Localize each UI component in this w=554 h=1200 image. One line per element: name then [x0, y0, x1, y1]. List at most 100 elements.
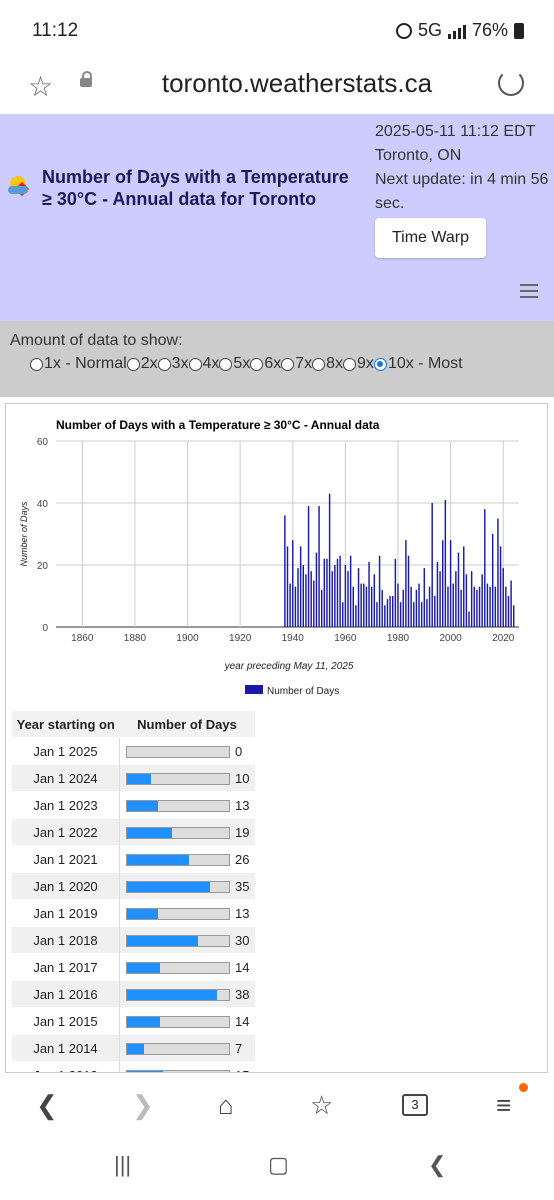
back-icon[interactable]: ❮ [36, 1090, 58, 1120]
battery-icon [514, 22, 524, 39]
x-axis-label: year preceding May 11, 2025 [224, 661, 354, 672]
bookmarks-icon[interactable]: ☆ [310, 1090, 334, 1120]
system-nav-bar: ||| ▢ ❮ [0, 1138, 554, 1200]
y-axis-label: Number of Days [19, 501, 29, 567]
battery-label: 76% [471, 20, 508, 40]
data-amount-option[interactable]: 8x [312, 355, 343, 373]
table-row: Jan 1 2021 26 [12, 845, 255, 873]
year-cell: Jan 1 2020 [12, 872, 120, 900]
tabs-icon[interactable]: 3 [402, 1094, 428, 1116]
chart-bar [434, 596, 436, 627]
column-header-days[interactable]: Number of Days [119, 711, 255, 738]
table-row: Jan 1 2024 10 [12, 764, 255, 792]
data-amount-option[interactable]: 4x [188, 355, 219, 373]
hamburger-menu-icon[interactable] [520, 284, 538, 302]
radio-label: 2x [140, 355, 158, 372]
value-bar [126, 988, 230, 1001]
chart-bar [410, 586, 412, 627]
table-row: Jan 1 2018 30 [12, 926, 255, 954]
value-bar [126, 934, 230, 947]
network-label: 5G [417, 20, 442, 40]
y-tick-label: 60 [37, 437, 49, 448]
days-cell: 13 [119, 899, 255, 927]
days-cell: 38 [119, 980, 255, 1008]
chart-bar [394, 558, 397, 627]
value-bar-fill [127, 1070, 163, 1072]
data-amount-option[interactable]: 9x [343, 355, 374, 373]
data-amount-option[interactable]: 3x [157, 355, 189, 373]
chart-bar [360, 583, 362, 627]
chart-bar [499, 546, 502, 627]
value-bar-fill [127, 854, 189, 865]
chart-bar [473, 586, 476, 627]
chart-bar [441, 540, 444, 627]
radio-button[interactable] [312, 357, 326, 371]
chart-bar [470, 571, 473, 627]
url-text[interactable]: toronto.weatherstats.ca [161, 68, 433, 98]
chart-bar [423, 568, 426, 627]
days-value: 35 [235, 879, 250, 895]
data-amount-option[interactable]: 10x - Most [373, 355, 463, 373]
recent-apps-icon[interactable]: ||| [114, 1152, 132, 1177]
value-bar-fill [127, 881, 211, 892]
chart-bar [384, 605, 386, 627]
x-tick-label: 1920 [229, 633, 252, 644]
radio-button[interactable] [126, 357, 140, 371]
column-header-year[interactable]: Year starting on [12, 711, 120, 738]
radio-button[interactable] [281, 357, 295, 371]
chart-bar [507, 596, 510, 627]
y-tick-label: 20 [37, 561, 49, 572]
chart-bar [505, 586, 507, 627]
time-warp-button[interactable]: Time Warp [375, 218, 486, 258]
radio-button[interactable] [157, 357, 171, 371]
chart-bar [386, 599, 389, 627]
days-cell: 14 [119, 953, 255, 981]
year-cell: Jan 1 2025 [12, 737, 120, 765]
data-amount-option[interactable]: 5x [219, 355, 250, 373]
forward-icon[interactable]: ❯ [132, 1090, 154, 1120]
chart-bar [463, 546, 465, 627]
chart-bar [415, 589, 418, 627]
chart-bar [481, 574, 483, 627]
chart-bar [328, 493, 331, 627]
chart-bar [368, 561, 370, 627]
chart-bar [326, 558, 328, 627]
chart-bar [478, 586, 481, 627]
days-value: 38 [235, 987, 250, 1003]
chart-bar [365, 586, 368, 627]
chart-bar [381, 589, 383, 627]
chart-bar [468, 611, 470, 627]
home-icon[interactable]: ⌂ [218, 1090, 234, 1120]
radio-button[interactable] [250, 357, 264, 371]
page-header: Number of Days with a Temperature ≥ 30°C… [0, 114, 554, 321]
chart-bar [449, 540, 452, 627]
chart-bar [357, 568, 360, 627]
data-amount-option[interactable]: 2x [126, 355, 158, 373]
reload-icon[interactable] [498, 70, 524, 96]
radio-button[interactable] [219, 357, 233, 371]
next-update: Next update: in 4 min 56 sec. [375, 171, 549, 212]
days-value: 0 [235, 744, 243, 760]
radio-label: 10x - Most [387, 355, 463, 372]
radio-button[interactable] [188, 357, 202, 371]
days-cell: 13 [119, 791, 255, 819]
chart-bar [310, 571, 312, 627]
data-table: Year starting on Number of Days Jan 1 20… [12, 711, 255, 1072]
chart-bar [460, 589, 462, 627]
site-logo-icon[interactable] [8, 174, 30, 197]
radio-button[interactable] [343, 357, 357, 371]
browser-menu-icon[interactable]: ≡ [496, 1090, 512, 1120]
table-row: Jan 1 2015 14 [12, 1007, 255, 1035]
data-amount-option[interactable]: 1x - Normal [30, 355, 127, 373]
system-back-icon[interactable]: ❮ [428, 1152, 447, 1177]
radio-button[interactable] [30, 357, 43, 371]
table-row: Jan 1 2017 14 [12, 953, 255, 981]
lock-icon[interactable] [80, 71, 92, 87]
bookmark-star-icon[interactable]: ☆ [28, 71, 54, 102]
data-amount-option[interactable]: 6x [250, 355, 281, 373]
data-amount-option[interactable]: 7x [281, 355, 312, 373]
chart-bar [497, 518, 499, 627]
days-cell: 35 [119, 872, 255, 900]
radio-button[interactable] [373, 357, 387, 371]
home-button-icon[interactable]: ▢ [268, 1152, 289, 1177]
